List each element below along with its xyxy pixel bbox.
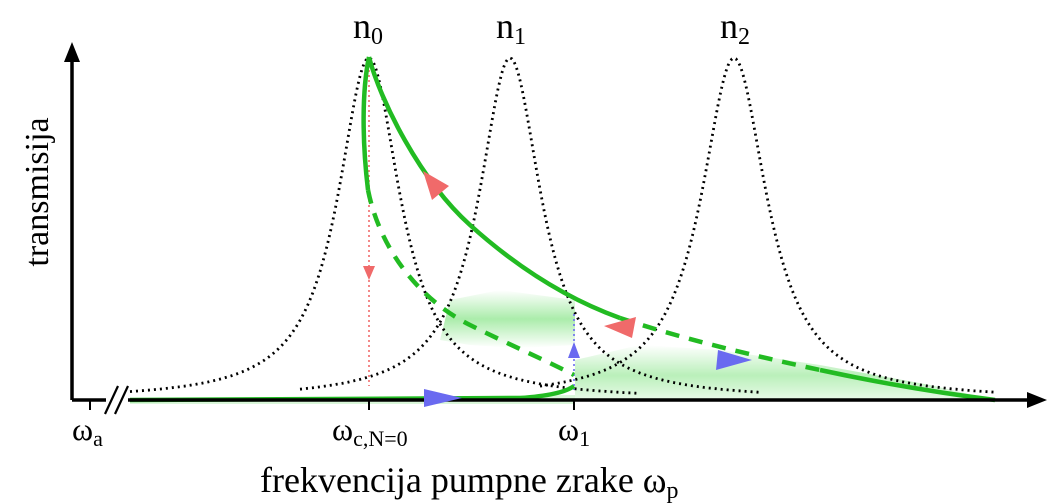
label-n1: n1 [496,6,526,50]
shaded-region-right [575,345,995,400]
resonance-peak-n2 [539,56,995,394]
tick-label-omega-c: ωc,N=0 [332,411,408,451]
resonance-peak-n1 [299,56,761,394]
resonance-peak-n0 [129,56,641,395]
y-axis-label: transmisija [19,117,56,266]
blue-arrow-up-icon [568,342,580,358]
upper-branch-dashed-segment [619,315,821,373]
lower-stable-branch [129,384,576,403]
x-axis-label: frekvencija pumpne zrake ωp [260,460,679,504]
upper-stable-branch-tail [819,367,996,403]
red-arrow-left-icon [604,317,636,338]
blue-arrow-right-bottom-icon [424,389,462,407]
blue-arrow-right-icon [716,350,752,370]
peak-left-flank [361,56,372,191]
y-axis-arrowhead [64,42,80,62]
label-n0: n0 [353,6,383,50]
red-arrow-up-left-icon [423,171,449,200]
unstable-middle-branch [365,189,576,377]
x-axis-arrowhead [1027,392,1047,408]
label-n2: n2 [720,6,750,50]
red-arrow-down-icon [363,266,375,280]
upper-stable-branch [366,56,621,321]
tick-label-omega-a: ωa [72,411,103,451]
tick-label-omega-1: ω1 [558,411,590,451]
axis-break-icon [104,384,129,415]
shaded-region-left [440,290,575,348]
